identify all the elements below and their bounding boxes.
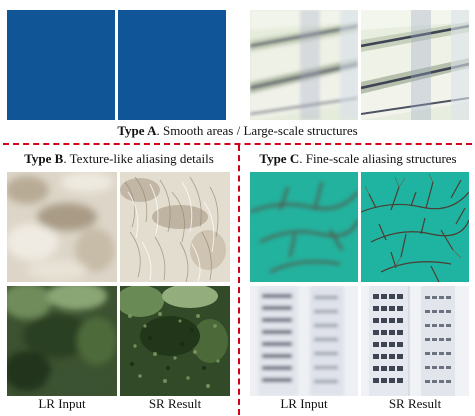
type-b-caption: Type B. Texture-like aliasing details: [0, 151, 238, 167]
vertical-divider: [238, 145, 240, 415]
type-a-caption: Type A. Smooth areas / Large-scale struc…: [0, 123, 475, 139]
type-a-building-sr-image: [361, 10, 469, 120]
type-c-windows-lr-image: [250, 286, 358, 396]
type-a-label: Type A: [117, 123, 157, 138]
left-sr-result-label: SR Result: [148, 396, 202, 411]
type-c-branches-lr-image: [250, 172, 358, 282]
type-a-blue-lr-image: [7, 10, 115, 120]
left-lr-input-label: LR Input: [38, 396, 86, 411]
type-a-blue-sr-image: [118, 10, 226, 120]
type-c-caption: Type C. Fine-scale aliasing structures: [241, 151, 475, 167]
type-c-branches-sr-image: [361, 172, 469, 282]
type-c-caption-text: . Fine-scale aliasing structures: [299, 151, 457, 166]
type-b-tree-sr-image: [120, 286, 230, 396]
type-b-fur-sr-image: [120, 172, 230, 282]
type-c-windows-sr-image: [361, 286, 469, 396]
type-a-building-lr-image: [250, 10, 358, 120]
type-b-fur-lr-image: [7, 172, 117, 282]
right-lr-input-label: LR Input: [280, 396, 328, 411]
type-b-caption-text: . Texture-like aliasing details: [63, 151, 214, 166]
type-a-caption-text: . Smooth areas / Large-scale structures: [156, 123, 358, 138]
right-sr-result-label: SR Result: [388, 396, 442, 411]
type-b-label: Type B: [24, 151, 64, 166]
type-b-tree-lr-image: [7, 286, 117, 396]
horizontal-divider: [3, 143, 472, 145]
type-c-label: Type C: [259, 151, 300, 166]
